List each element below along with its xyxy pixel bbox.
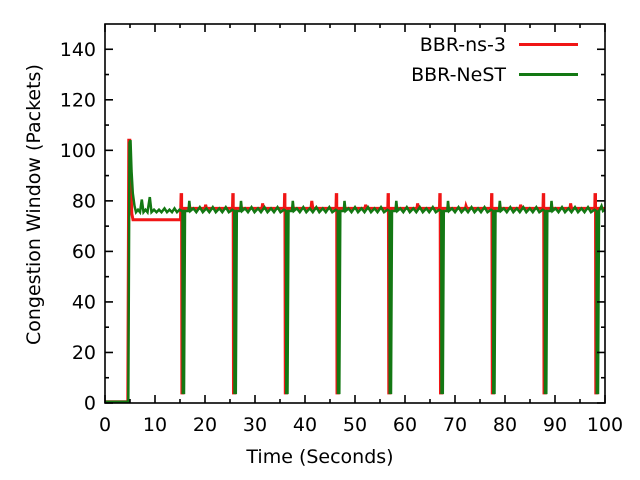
x-tick-label-90: 90 — [543, 414, 567, 436]
y-tick-label-80: 80 — [72, 190, 96, 212]
y-tick-label-120: 120 — [60, 89, 96, 111]
legend-item-bbr-ns-3: BBR-ns-3 — [411, 33, 578, 56]
legend-item-bbr-nest: BBR-NeST — [411, 63, 578, 86]
x-tick-label-0: 0 — [99, 414, 111, 436]
y-tick-labels: 0 20 40 60 80 100 120 140 — [60, 39, 96, 415]
y-tick-label-0: 0 — [84, 393, 96, 415]
axis-ticks — [104, 24, 606, 404]
legend-line-sample-green — [519, 73, 578, 76]
y-tick-label-20: 20 — [72, 342, 96, 364]
y-tick-label-60: 60 — [72, 241, 96, 263]
x-tick-label-20: 20 — [193, 414, 217, 436]
legend: BBR-ns-3 BBR-NeST — [411, 33, 578, 86]
y-tick-label-100: 100 — [60, 140, 96, 162]
series-bbr-ns-3-line — [105, 138, 605, 404]
x-tick-label-30: 30 — [243, 414, 267, 436]
x-tick-label-10: 10 — [143, 414, 167, 436]
x-tick-label-40: 40 — [293, 414, 317, 436]
x-axis-title: Time (Seconds) — [246, 446, 394, 468]
x-tick-label-60: 60 — [393, 414, 417, 436]
series-bbr-nest-line — [105, 139, 606, 403]
y-tick-label-40: 40 — [72, 291, 96, 313]
legend-label-bbr-ns-3: BBR-ns-3 — [419, 33, 506, 56]
x-tick-labels: 0 10 20 30 40 50 60 70 80 90 100 — [99, 414, 623, 436]
legend-line-sample-red — [519, 43, 578, 46]
x-tick-label-80: 80 — [493, 414, 517, 436]
y-axis-title: Congestion Window (Packets) — [23, 64, 45, 345]
x-tick-label-50: 50 — [343, 414, 367, 436]
x-tick-label-100: 100 — [587, 414, 623, 436]
y-tick-label-140: 140 — [60, 39, 96, 61]
x-tick-label-70: 70 — [443, 414, 467, 436]
legend-label-bbr-nest: BBR-NeST — [411, 63, 506, 86]
